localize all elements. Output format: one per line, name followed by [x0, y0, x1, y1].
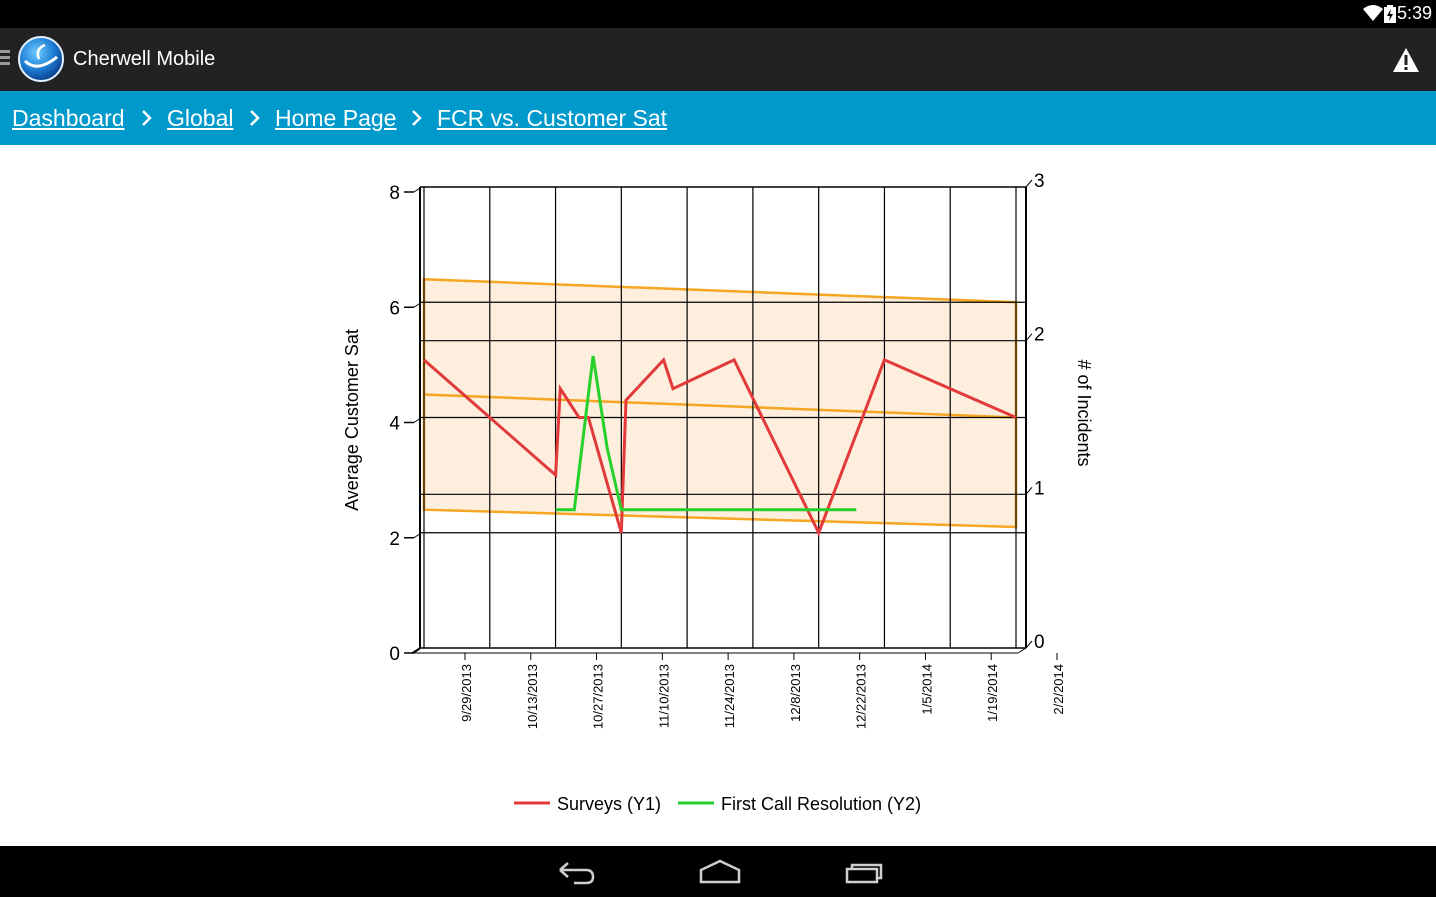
breadcrumb-global[interactable]: Global — [167, 105, 234, 131]
y2-tick-connector — [1025, 179, 1033, 188]
y2-tick-label: 0 — [1034, 632, 1045, 653]
recent-apps-icon[interactable] — [844, 856, 886, 886]
y2-tick-label: 3 — [1034, 171, 1045, 192]
chevron-right-icon — [412, 110, 422, 126]
x-tick-label: 10/13/2013 — [525, 664, 540, 729]
x-tick-label: 11/24/2013 — [722, 664, 737, 728]
series-line-first-call-resolution — [555, 355, 857, 512]
chevron-right-icon — [142, 110, 152, 126]
y-tick-connector — [413, 418, 421, 423]
chart-container: 0 2 4 6 8 0 1 2 3 9/29/2013 10/13/2013 10/27/2013 11… — [0, 148, 1436, 846]
series-line-surveys — [423, 357, 1017, 537]
y-tick-label: 6 — [389, 298, 400, 319]
x-tick-label: 10/27/2013 — [591, 664, 606, 729]
y2-tick-connector — [1025, 487, 1033, 495]
x-tick-label: 11/10/2013 — [656, 664, 671, 728]
app-title: Cherwell Mobile — [73, 48, 216, 70]
y-tick-connector — [413, 302, 421, 308]
legend-label: First Call Resolution (Y2) — [721, 794, 921, 814]
warning-icon[interactable] — [1392, 47, 1420, 73]
breadcrumb-dashboard[interactable]: Dashboard — [12, 105, 125, 131]
y-tick-label: 4 — [389, 414, 400, 435]
home-icon[interactable] — [698, 856, 742, 886]
y2-tick-label: 2 — [1034, 325, 1045, 346]
axis-corner — [1017, 647, 1027, 654]
breadcrumb: Dashboard Global Home Page FCR vs. Custo… — [0, 91, 1436, 145]
wifi-icon — [1363, 5, 1383, 21]
x-tick-label: 9/29/2013 — [459, 664, 474, 722]
y2-tick-connector — [1025, 333, 1033, 341]
status-bar: 5:39 — [0, 0, 1436, 28]
action-bar: Cherwell Mobile — [0, 28, 1436, 91]
x-tick-label: 2/2/2014 — [1051, 664, 1066, 715]
y-tick-label: 2 — [389, 529, 400, 550]
status-time: 5:39 — [1396, 3, 1432, 23]
y-tick-connector — [413, 648, 421, 654]
y2-tick-connector — [1025, 640, 1033, 649]
confidence-band — [422, 277, 1018, 529]
y-tick-connector — [413, 187, 421, 193]
x-tick-label: 1/5/2014 — [919, 664, 934, 715]
app-logo-icon[interactable] — [17, 35, 65, 83]
trend-line — [423, 393, 1017, 419]
back-icon[interactable] — [556, 856, 596, 886]
breadcrumb-fcr-vs-customer-sat[interactable]: FCR vs. Customer Sat — [437, 105, 668, 131]
y2-tick-label: 1 — [1034, 478, 1045, 499]
axis-corner — [411, 647, 421, 654]
system-nav-bar — [0, 846, 1436, 897]
y-tick-label: 0 — [389, 644, 400, 665]
y-tick-connector — [413, 533, 421, 539]
x-tick-label: 12/8/2013 — [788, 664, 803, 722]
battery-icon — [1384, 5, 1396, 23]
x-tick-label: 12/22/2013 — [854, 664, 869, 729]
breadcrumb-home-page[interactable]: Home Page — [275, 105, 397, 131]
menu-icon[interactable] — [0, 50, 10, 66]
y-axis-title: Average Customer Sat — [342, 329, 362, 511]
y-tick-label: 8 — [389, 183, 400, 204]
x-tick-label: 1/19/2014 — [985, 664, 1000, 722]
legend-label: Surveys (Y1) — [557, 794, 661, 814]
chevron-right-icon — [250, 110, 260, 126]
y2-axis-title: # of Incidents — [1074, 359, 1094, 466]
fcr-vs-customer-sat-chart: 0 2 4 6 8 0 1 2 3 9/29/2013 10/13/2013 10/27/2013 11… — [342, 171, 1094, 814]
